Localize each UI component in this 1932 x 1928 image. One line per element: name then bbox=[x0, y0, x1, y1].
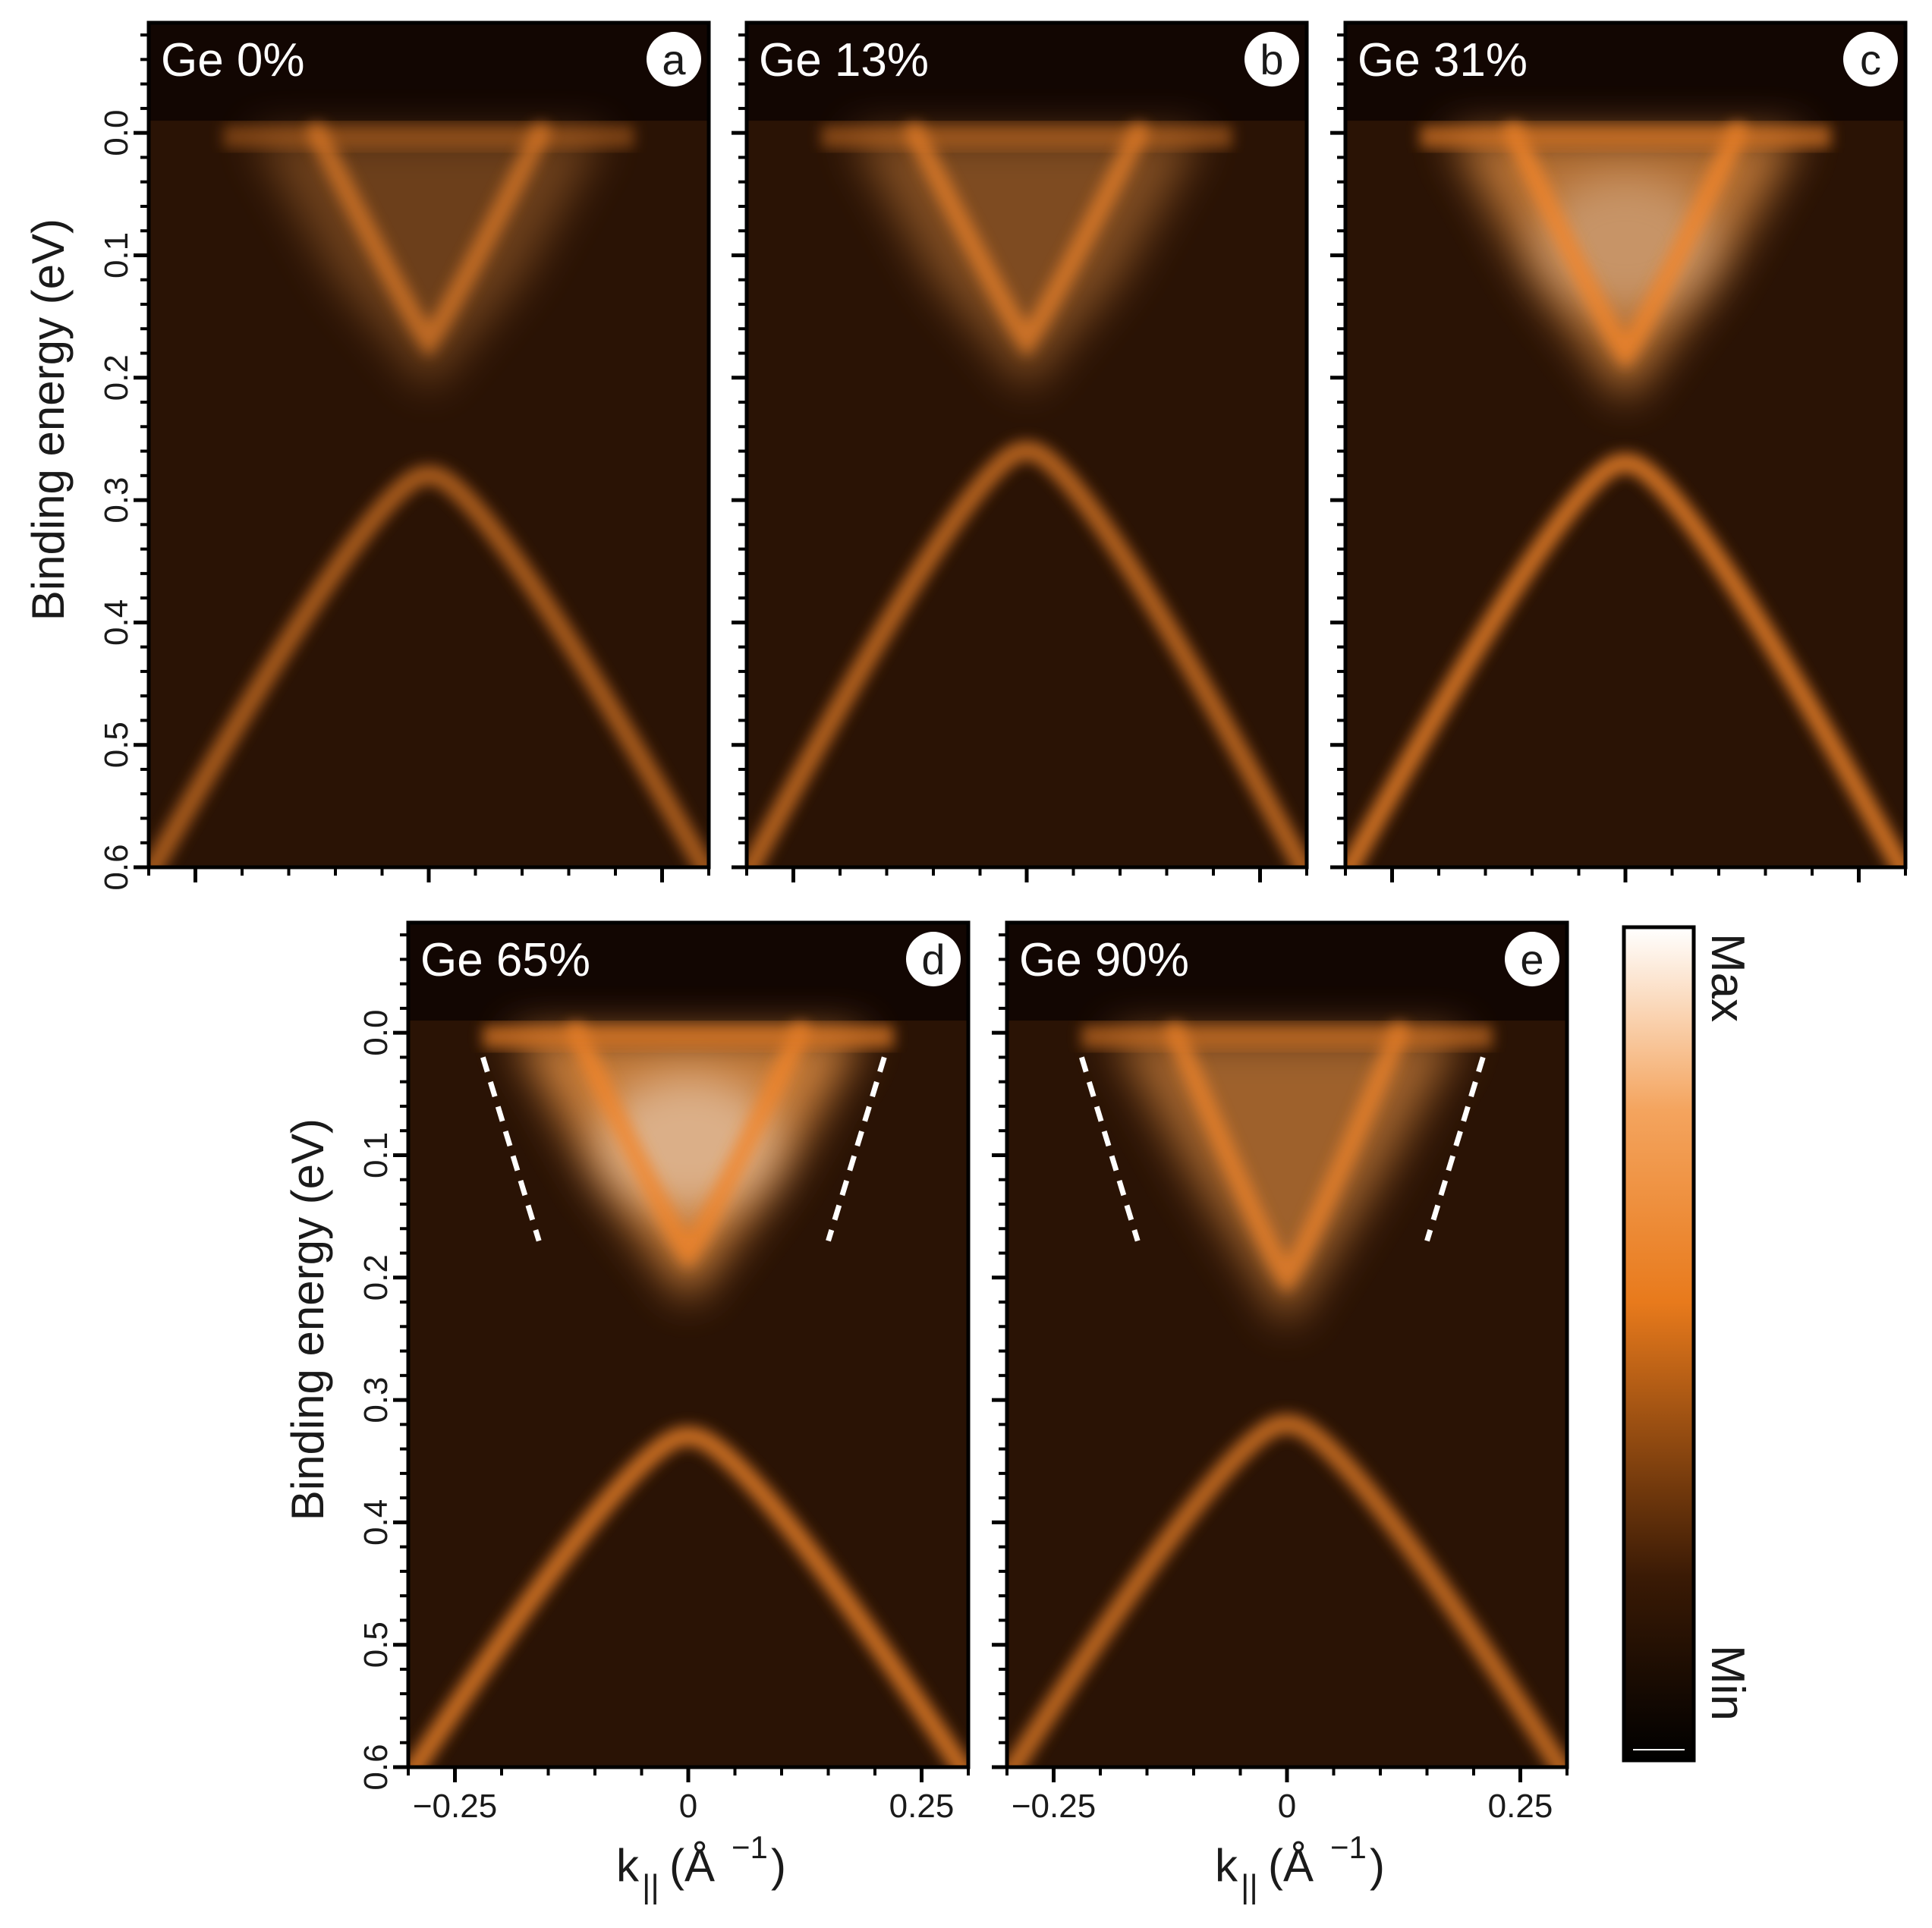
guide-dashed-line bbox=[826, 1056, 887, 1242]
panels-layer: Ge 0% a 0.0 0.1 0.2 0.3 0.4 0.5 0.6 Binding energ… bbox=[23, 20, 1908, 1905]
y-tick-label: 0.3 bbox=[98, 477, 135, 524]
x-tick-label: 0 bbox=[1278, 1788, 1296, 1825]
panel-b: Ge 13% b bbox=[732, 20, 1309, 882]
upper-dirac-band bbox=[1165, 1023, 1409, 1294]
panel-letter: e bbox=[1520, 936, 1543, 983]
panel-plot-e bbox=[1007, 923, 1567, 1767]
y-axis-label: Binding energy (eV) bbox=[282, 1118, 333, 1521]
x-tick-label: −0.25 bbox=[413, 1788, 497, 1825]
fermi-edge bbox=[1420, 125, 1831, 149]
panel-letter: d bbox=[921, 936, 945, 983]
x-axis-label-unit: (Å bbox=[669, 1840, 715, 1891]
panel-letter: c bbox=[1860, 36, 1881, 83]
x-tick-label: 0 bbox=[679, 1788, 697, 1825]
fermi-edge bbox=[483, 1025, 894, 1049]
colorbar-max-label: Max bbox=[1701, 933, 1754, 1022]
x-tick-label: 0.25 bbox=[1488, 1788, 1553, 1825]
above-fermi-region bbox=[1345, 23, 1905, 121]
panel-plot-d bbox=[408, 923, 968, 1767]
panel-plot-c bbox=[1345, 23, 1905, 867]
y-tick-label: 0.2 bbox=[98, 354, 135, 401]
x-axis-label-close: ) bbox=[771, 1840, 786, 1891]
above-fermi-region bbox=[149, 23, 709, 121]
x-tick-label: 0.25 bbox=[889, 1788, 955, 1825]
panel-letter-badge bbox=[906, 932, 961, 986]
upper-dirac-band bbox=[905, 123, 1149, 357]
lower-dirac-band bbox=[747, 441, 1307, 867]
guide-dashed-line bbox=[1079, 1056, 1141, 1242]
y-tick-label: 0.4 bbox=[357, 1499, 395, 1546]
panel-letter-badge bbox=[1843, 32, 1898, 86]
fermi-edge bbox=[821, 125, 1232, 149]
x-tick-label: −0.25 bbox=[1012, 1788, 1096, 1825]
y-tick-label: 0.6 bbox=[98, 844, 135, 890]
panel-plot-a bbox=[149, 23, 709, 867]
x-axis-label-subscript: || bbox=[1241, 1868, 1258, 1905]
y-tick-label: 0.6 bbox=[357, 1744, 395, 1790]
y-tick-label: 0.3 bbox=[357, 1377, 395, 1423]
panel-letter-badge bbox=[1244, 32, 1299, 86]
lower-dirac-band bbox=[1345, 453, 1905, 867]
x-axis-label-close: ) bbox=[1370, 1840, 1385, 1891]
y-tick-label: 0.0 bbox=[98, 110, 135, 156]
upper-dirac-band bbox=[307, 123, 551, 357]
above-fermi-region bbox=[1007, 923, 1567, 1021]
panel-e: Ge 90% e −0.25 0 0.25 k || (Å −1) bbox=[992, 920, 1569, 1905]
y-tick-label: 0.4 bbox=[98, 599, 135, 646]
upper-dirac-band bbox=[1503, 123, 1748, 370]
x-axis-label-exponent: −1 bbox=[1330, 1829, 1367, 1865]
panel-c: Ge 31% c bbox=[1330, 20, 1908, 882]
lower-dirac-band bbox=[149, 465, 709, 867]
fermi-edge bbox=[1081, 1025, 1493, 1049]
panel-title: Ge 13% bbox=[759, 34, 929, 86]
y-tick-label: 0.1 bbox=[357, 1132, 395, 1178]
panel-title: Ge 90% bbox=[1019, 934, 1189, 986]
above-fermi-region bbox=[408, 923, 968, 1021]
panel-letter-badge bbox=[647, 32, 701, 86]
upper-dirac-band bbox=[566, 1023, 810, 1269]
panel-title: Ge 65% bbox=[420, 934, 590, 986]
panel-letter: b bbox=[1260, 36, 1283, 83]
lower-dirac-band bbox=[408, 1426, 968, 1767]
lower-dirac-band bbox=[1007, 1414, 1567, 1767]
y-tick-label: 0.5 bbox=[357, 1621, 395, 1668]
panel-plot-b bbox=[747, 23, 1307, 867]
panel-title: Ge 0% bbox=[161, 34, 305, 86]
x-axis-label-unit: (Å bbox=[1268, 1840, 1314, 1891]
panel-a: Ge 0% a 0.0 0.1 0.2 0.3 0.4 0.5 0.6 Binding energ… bbox=[23, 20, 711, 891]
panel-letter-badge bbox=[1505, 932, 1559, 986]
panel-d: Ge 65% d 0.0 0.1 0.2 0.3 0.4 0.5 0.6 Binding ener… bbox=[282, 920, 971, 1905]
fermi-edge bbox=[223, 125, 634, 149]
y-tick-label: 0.2 bbox=[357, 1254, 395, 1301]
x-axis-label-subscript: || bbox=[642, 1868, 659, 1905]
guide-dashed-line bbox=[1424, 1056, 1486, 1242]
x-axis-label-k: k bbox=[1215, 1840, 1238, 1891]
x-axis-label-exponent: −1 bbox=[732, 1829, 768, 1865]
x-axis-label-k: k bbox=[616, 1840, 640, 1891]
y-tick-label: 0.1 bbox=[98, 232, 135, 278]
colorbar: Max Min bbox=[1622, 925, 1754, 1763]
panel-letter: a bbox=[662, 36, 686, 83]
y-axis-label: Binding energy (eV) bbox=[23, 219, 74, 621]
guide-dashed-line bbox=[480, 1056, 542, 1242]
above-fermi-region bbox=[747, 23, 1307, 121]
panel-title: Ge 31% bbox=[1358, 34, 1528, 86]
colorbar-min-label: Min bbox=[1701, 1645, 1754, 1721]
y-tick-label: 0.0 bbox=[357, 1010, 395, 1056]
colorbar-gradient bbox=[1622, 925, 1696, 1763]
y-tick-label: 0.5 bbox=[98, 722, 135, 768]
